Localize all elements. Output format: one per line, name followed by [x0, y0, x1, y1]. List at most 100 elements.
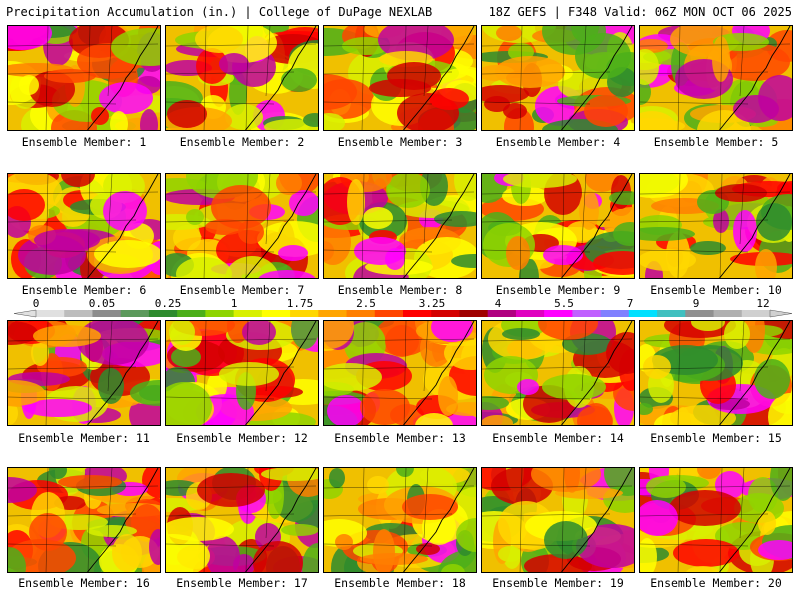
ensemble-member-label: Ensemble Member: 3 — [337, 135, 463, 149]
colorbar-swatch — [544, 310, 573, 317]
ensemble-member-label: Ensemble Member: 8 — [337, 283, 463, 297]
colorbar-swatch — [120, 310, 150, 317]
ensemble-map-panel — [7, 25, 161, 131]
precip-map — [8, 26, 160, 130]
precip-map — [166, 174, 318, 278]
ensemble-member-label: Ensemble Member: 1 — [21, 135, 147, 149]
colorbar-tick-label: 2.5 — [356, 297, 376, 310]
colorbar-max-arrow — [769, 309, 793, 318]
colorbar-tick-label: 0.25 — [154, 297, 182, 310]
precip-map — [482, 468, 634, 572]
colorbar-swatch — [92, 310, 122, 317]
colorbar-swatch — [346, 310, 376, 317]
ensemble-member-label: Ensemble Member: 15 — [650, 431, 782, 445]
ensemble-map-panel — [481, 467, 635, 573]
precip-map — [166, 321, 318, 425]
ensemble-map-panel — [323, 467, 477, 573]
precip-map — [166, 26, 318, 130]
ensemble-member-label: Ensemble Member: 19 — [492, 576, 624, 590]
ensemble-map-panel — [481, 173, 635, 279]
precip-map — [640, 321, 792, 425]
ensemble-member-label: Ensemble Member: 12 — [176, 431, 308, 445]
ensemble-member-label: Ensemble Member: 20 — [650, 576, 782, 590]
colorbar-swatch — [148, 310, 178, 317]
ensemble-member-label: Ensemble Member: 2 — [179, 135, 305, 149]
colorbar-tick-label: 9 — [692, 297, 700, 310]
ensemble-member-label: Ensemble Member: 10 — [650, 283, 782, 297]
colorbar-swatch — [403, 310, 432, 317]
precip-map — [640, 174, 792, 278]
ensemble-member-label: Ensemble Member: 11 — [18, 431, 150, 445]
colorbar-tick-label: 7 — [626, 297, 634, 310]
colorbar-tick-label: 5.5 — [554, 297, 574, 310]
ensemble-map-panel — [481, 320, 635, 426]
colorbar-tick-label: 0.05 — [88, 297, 116, 310]
ensemble-map-panel — [639, 25, 793, 131]
precip-map — [8, 321, 160, 425]
precip-map — [324, 321, 476, 425]
ensemble-member-label: Ensemble Member: 6 — [21, 283, 147, 297]
ensemble-member-label: Ensemble Member: 18 — [334, 576, 466, 590]
ensemble-map-panel — [323, 173, 477, 279]
colorbar-swatch — [177, 310, 206, 317]
ensemble-map-panel — [639, 467, 793, 573]
ensemble-member-label: Ensemble Member: 17 — [176, 576, 308, 590]
colorbar-swatch — [713, 310, 743, 317]
colorbar-tick-label: 4 — [494, 297, 502, 310]
precip-map — [324, 174, 476, 278]
colorbar-min-arrow — [13, 309, 37, 318]
colorbar-swatch — [628, 310, 658, 317]
colorbar-swatch — [36, 310, 65, 317]
ensemble-member-label: Ensemble Member: 14 — [492, 431, 624, 445]
ensemble-map-panel — [323, 320, 477, 426]
colorbar-swatch — [515, 310, 545, 317]
colorbar-swatch — [741, 310, 771, 317]
colorbar-swatch — [459, 310, 489, 317]
ensemble-map-panel — [165, 25, 319, 131]
ensemble-map-panel — [7, 467, 161, 573]
ensemble-member-label: Ensemble Member: 4 — [495, 135, 621, 149]
ensemble-map-panel — [481, 25, 635, 131]
colorbar-tick-label: 0 — [32, 297, 40, 310]
ensemble-member-label: Ensemble Member: 7 — [179, 283, 305, 297]
ensemble-member-label: Ensemble Member: 5 — [653, 135, 779, 149]
ensemble-member-label: Ensemble Member: 16 — [18, 576, 150, 590]
precip-map — [482, 174, 634, 278]
colorbar-swatch — [205, 310, 235, 317]
ensemble-member-label: Ensemble Member: 13 — [334, 431, 466, 445]
colorbar-swatch — [374, 310, 404, 317]
precip-map — [482, 321, 634, 425]
ensemble-map-panel — [165, 173, 319, 279]
colorbar-tick-label: 1.75 — [286, 297, 314, 310]
precip-map — [640, 468, 792, 572]
precip-map — [640, 26, 792, 130]
colorbar-swatch — [233, 310, 263, 317]
run-info: 18Z GEFS | F348 Valid: 06Z MON OCT 06 20… — [488, 5, 792, 19]
colorbar-swatch — [64, 310, 93, 317]
colorbar-swatch — [261, 310, 291, 317]
precip-colorbar — [13, 309, 793, 318]
precip-map — [482, 26, 634, 130]
colorbar-swatch — [572, 310, 602, 317]
precip-map — [166, 468, 318, 572]
colorbar-swatch — [431, 310, 460, 317]
colorbar-tick-label: 1 — [230, 297, 238, 310]
precip-map — [8, 174, 160, 278]
colorbar-swatch — [318, 310, 348, 317]
page-title: Precipitation Accumulation (in.) | Colle… — [6, 5, 433, 19]
colorbar-swatch — [290, 310, 319, 317]
colorbar-swatch — [685, 310, 715, 317]
ensemble-member-label: Ensemble Member: 9 — [495, 283, 621, 297]
precip-map — [324, 26, 476, 130]
ensemble-map-panel — [323, 25, 477, 131]
ensemble-map-panel — [7, 320, 161, 426]
ensemble-map-panel — [639, 173, 793, 279]
precip-map — [8, 468, 160, 572]
colorbar-swatch — [600, 310, 630, 317]
colorbar-swatch — [657, 310, 686, 317]
colorbar-swatch — [487, 310, 517, 317]
colorbar-tick-label: 3.25 — [418, 297, 446, 310]
ensemble-map-panel — [639, 320, 793, 426]
ensemble-map-panel — [7, 173, 161, 279]
